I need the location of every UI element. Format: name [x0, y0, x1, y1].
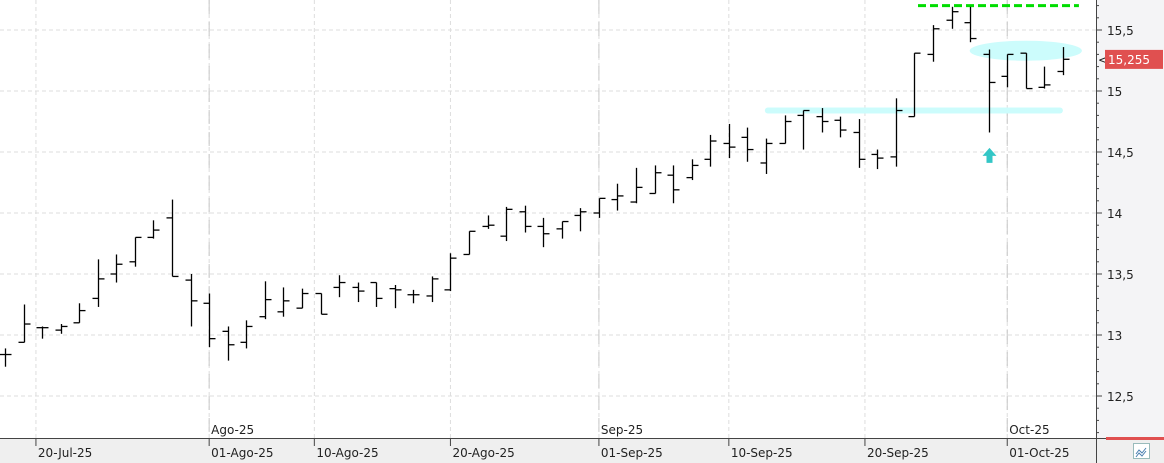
ohlc-bar	[797, 109, 810, 150]
y-tick-label: 15	[1107, 85, 1122, 99]
ohlc-bar	[1057, 47, 1070, 76]
ohlc-bar	[147, 220, 160, 239]
scroll-marker	[1106, 437, 1164, 440]
up-arrow-icon	[982, 147, 997, 163]
ohlc-bar	[333, 275, 346, 298]
ohlc-bar	[611, 183, 624, 211]
ohlc-bar	[55, 324, 68, 334]
ohlc-bar	[946, 6, 959, 29]
last-price-pointer-icon: <	[1098, 53, 1108, 67]
x-tick-label: 01-Ago-25	[211, 446, 273, 460]
ohlc-bar	[129, 236, 142, 267]
ohlc-bar	[1020, 52, 1033, 90]
ohlc-bar	[537, 217, 550, 248]
ohlc-bar	[185, 274, 198, 327]
chart-wave-icon	[1135, 447, 1147, 458]
ohlc-bar	[760, 138, 773, 174]
ohlc-bar	[444, 253, 457, 292]
y-tick-label: 14,5	[1107, 146, 1134, 160]
ohlc-bar	[890, 98, 903, 167]
ohlc-bar	[463, 230, 476, 256]
ohlc-bar	[0, 348, 12, 367]
ohlc-bar	[964, 6, 977, 43]
ohlc-bar	[853, 119, 866, 168]
x-tick-label: 20-Ago-25	[452, 446, 514, 460]
ohlc-bar	[296, 288, 309, 309]
x-tick-label: 10-Ago-25	[316, 446, 378, 460]
y-tick-label: 15,5	[1107, 24, 1134, 38]
ohlc-bar	[222, 326, 235, 361]
x-tick-label: 20-Sep-25	[867, 446, 929, 460]
ohlc-bar	[741, 127, 754, 162]
y-tick-label: 14	[1107, 207, 1122, 221]
ohlc-bar	[166, 199, 179, 278]
ohlc-bar	[723, 123, 736, 159]
x-tick-label: 01-Sep-25	[601, 446, 663, 460]
last-price-label: 15,255	[1108, 53, 1150, 67]
ohlc-bar	[556, 220, 569, 239]
ohlc-bar	[500, 206, 513, 242]
ohlc-bar	[908, 52, 921, 118]
last-price-badge	[1105, 49, 1163, 69]
ohlc-bar	[352, 282, 365, 303]
ohlc-bar	[370, 281, 383, 307]
ohlc-bar	[203, 293, 216, 348]
ohlc-bar	[686, 159, 699, 181]
y-tick-label: 13,5	[1107, 268, 1134, 282]
ohlc-bar	[834, 116, 847, 138]
ohlc-bar	[779, 115, 792, 145]
ohlc-bar	[927, 25, 940, 62]
ohlc-bar	[482, 215, 495, 229]
ohlc-bar	[426, 276, 439, 303]
y-tick-label: 12,5	[1107, 390, 1134, 404]
ohlc-bar	[259, 281, 272, 320]
ohlc-bar	[389, 284, 402, 309]
time-axis-panel	[0, 439, 1164, 463]
ohlc-bar	[667, 165, 680, 204]
ohlc-bar	[630, 167, 643, 204]
month-label: Oct-25	[1009, 423, 1049, 437]
ohlc-bar	[277, 287, 290, 317]
ohlc-bar	[519, 205, 532, 233]
ohlc-bar	[649, 165, 662, 195]
y-tick-label: 13	[1107, 329, 1122, 343]
ohlc-bar	[240, 320, 253, 349]
ohlc-bar	[704, 134, 717, 167]
ohlc-bar	[36, 326, 49, 339]
ohlc-bar	[18, 304, 31, 343]
x-tick-label: 20-Jul-25	[38, 446, 92, 460]
ohlc-bar	[407, 289, 420, 304]
ohlc-bar	[593, 197, 606, 218]
ohlc-bar	[1038, 66, 1051, 89]
ohlc-bar	[1001, 53, 1014, 88]
highlight-ellipse	[969, 40, 1082, 61]
ohlc-bar	[315, 292, 328, 315]
ohlc-bar	[92, 259, 105, 307]
ohlc-bar	[73, 303, 86, 324]
x-tick-label: 01-Oct-25	[1009, 446, 1069, 460]
ohlc-bar	[983, 49, 996, 133]
ohlc-bar	[816, 108, 829, 133]
ohlc-bar	[110, 254, 123, 283]
x-tick-label: 10-Sep-25	[731, 446, 793, 460]
ohlc-bar	[574, 208, 587, 232]
chart-settings-button[interactable]	[1133, 443, 1150, 459]
ohlc-bar	[871, 149, 884, 170]
month-label: Ago-25	[211, 423, 254, 437]
month-label: Sep-25	[601, 423, 643, 437]
price-axis-panel	[1097, 0, 1164, 463]
